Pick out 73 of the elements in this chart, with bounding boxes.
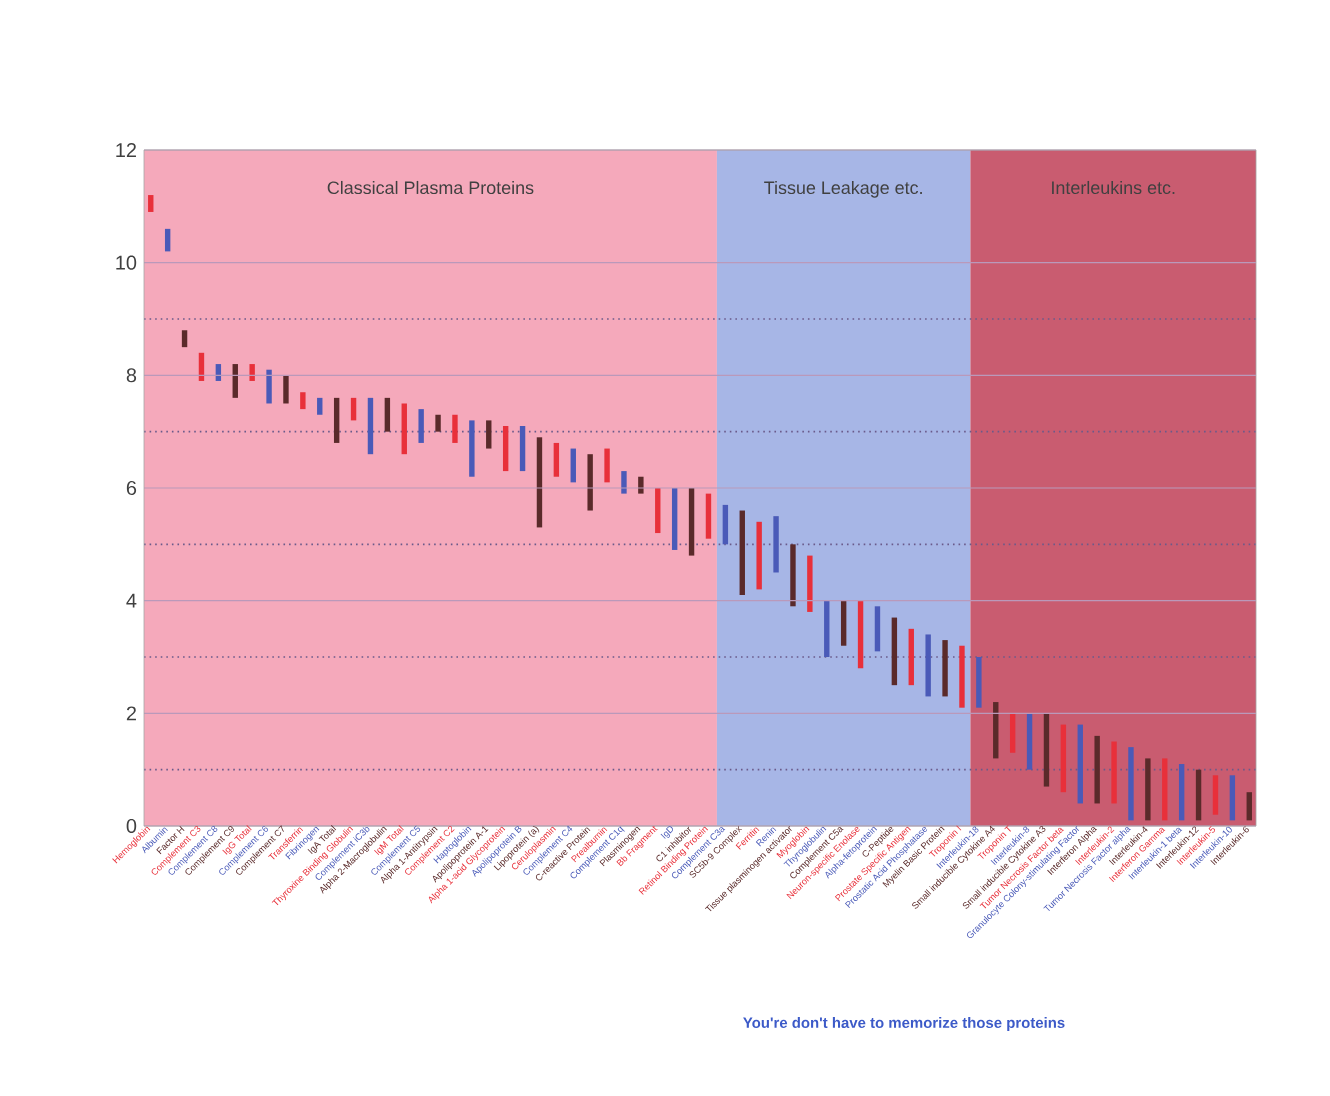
bar	[1060, 724, 1067, 793]
bar	[570, 448, 576, 483]
bar	[908, 628, 914, 686]
bar	[181, 330, 188, 348]
bar	[1145, 758, 1151, 821]
bar	[621, 471, 627, 494]
bar	[756, 521, 762, 590]
bar	[452, 414, 458, 443]
bar	[1026, 713, 1033, 770]
bar	[418, 409, 424, 443]
bar	[857, 600, 864, 669]
bar	[469, 420, 475, 477]
bar	[333, 397, 340, 443]
bar	[350, 397, 357, 421]
bar	[266, 369, 272, 404]
bar	[300, 392, 306, 410]
bar	[655, 487, 661, 534]
band-label: Tissue Leakage etc.	[764, 180, 922, 198]
bar	[671, 487, 678, 550]
bar	[1009, 713, 1016, 753]
y-tick-label: 6	[126, 480, 137, 496]
bar	[976, 657, 982, 708]
bar	[164, 228, 171, 252]
bar	[232, 364, 238, 398]
bar	[401, 403, 407, 455]
bar	[722, 504, 729, 545]
bar	[824, 600, 830, 657]
bar	[638, 476, 644, 494]
bar	[942, 640, 948, 697]
bar	[317, 397, 323, 415]
bar	[993, 702, 999, 759]
bar	[1229, 775, 1236, 821]
bar	[891, 617, 898, 686]
bar	[840, 600, 847, 646]
bar	[807, 555, 813, 612]
bar	[1077, 724, 1083, 804]
bar	[773, 516, 779, 573]
bar	[1162, 758, 1168, 821]
bar	[959, 645, 965, 708]
bar	[435, 414, 441, 432]
bar	[519, 426, 526, 472]
y-tick-label: 10	[116, 255, 137, 270]
bar	[1043, 713, 1050, 787]
bar	[1178, 764, 1185, 821]
bar	[705, 493, 712, 539]
bar	[1094, 735, 1100, 804]
bar	[688, 487, 695, 556]
bar	[739, 510, 745, 596]
bar	[1128, 747, 1134, 821]
y-tick-label: 8	[126, 368, 137, 383]
bar	[604, 448, 610, 483]
bar	[502, 426, 509, 472]
y-tick-label: 4	[126, 593, 137, 608]
bar	[1212, 775, 1219, 815]
bar	[925, 634, 931, 697]
bar	[790, 544, 796, 607]
bar	[384, 397, 391, 432]
bar	[553, 442, 560, 477]
bar	[148, 195, 154, 212]
band-label: Classical Plasma Proteins	[327, 180, 534, 195]
bar	[283, 375, 289, 404]
bar	[1195, 769, 1202, 821]
bar	[536, 437, 543, 528]
bar	[1246, 792, 1252, 821]
bar	[874, 606, 881, 652]
bar	[367, 397, 374, 455]
y-tick-label: 12	[116, 143, 136, 157]
band-label: Interleukins etc.	[1052, 180, 1175, 195]
y-tick-label: 2	[126, 706, 136, 721]
bar	[249, 364, 255, 381]
bar	[486, 420, 492, 449]
bar	[587, 454, 593, 511]
bar	[1111, 741, 1117, 804]
